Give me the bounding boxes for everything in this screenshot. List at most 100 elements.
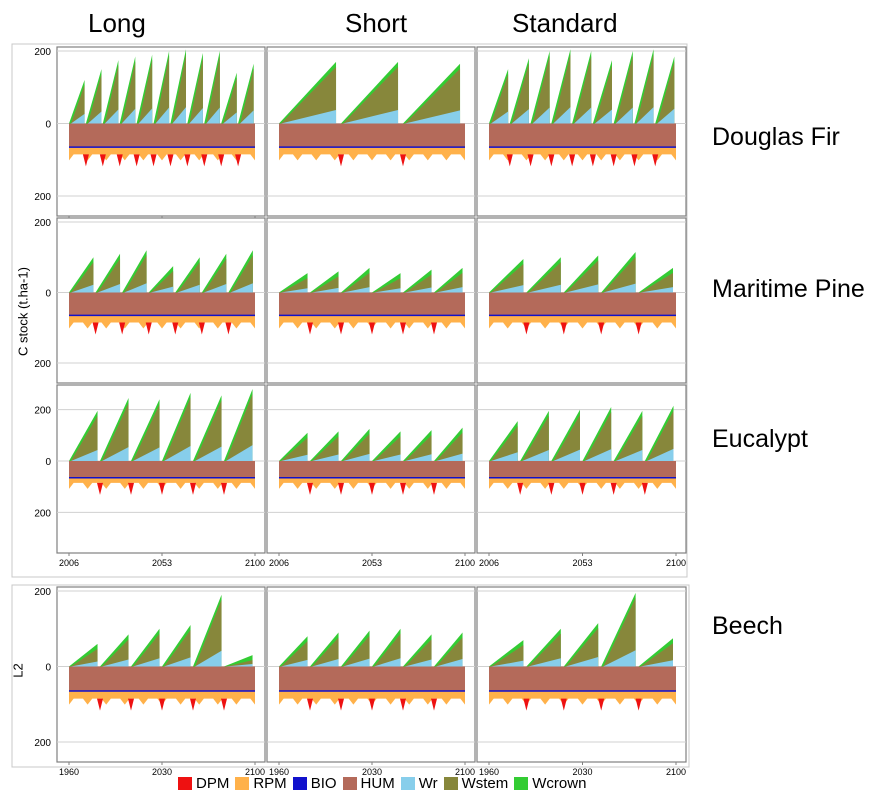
maritime-pine-long-dpm-spike [145, 322, 152, 335]
maritime-pine-long-y-tick-label: 200 [34, 218, 51, 229]
legend-label-hum: HUM [360, 774, 395, 792]
beech-long-y-tick-label: 0 [45, 663, 51, 674]
eucalypt-short-dpm-spike [307, 482, 313, 495]
douglas-fir-long-dpm-spike [184, 154, 191, 167]
douglas-fir-standard-dpm-spike [610, 154, 617, 167]
maritime-pine-standard-wr-area [603, 283, 636, 293]
beech-long-dpm-spike [190, 698, 196, 711]
beech-standard-wstem-area [528, 633, 561, 667]
beech-long-wstem-area [102, 639, 129, 667]
eucalypt-short-wstem-area [343, 433, 370, 461]
beech-standard-hum-area [489, 666, 676, 692]
douglas-fir-long-wstem-area [240, 68, 254, 124]
maritime-pine-long-wr-area [124, 283, 147, 293]
douglas-fir-long-dpm-spike [133, 154, 140, 167]
eucalypt-short-wr-area [374, 454, 401, 461]
legend-item-wr: Wr [400, 775, 438, 792]
eucalypt-long-y-tick-label: 200 [34, 508, 51, 519]
legend-item-dpm: DPM [178, 775, 229, 792]
legend-item-wstem: Wstem [443, 775, 508, 792]
eucalypt-standard-dpm-spike [517, 482, 524, 495]
douglas-fir-standard-hum-area [489, 123, 676, 148]
panel-frame-0 [11, 43, 688, 578]
eucalypt-long-wr-area [195, 446, 222, 461]
eucalypt-long-dpm-spike [128, 482, 134, 495]
beech-long-hum-area [69, 666, 255, 692]
eucalypt-standard-wr-area [522, 449, 549, 461]
row-title-beech: Beech [712, 612, 783, 640]
beech-short-hum-area [279, 666, 465, 692]
douglas-fir-long-wr-area [223, 112, 237, 124]
douglas-fir-long-y-tick-label: 200 [34, 192, 51, 203]
beech-short-wstem-area [436, 637, 463, 667]
douglas-fir-standard-wstem-area [511, 63, 529, 124]
maritime-pine-long-wstem-area [203, 258, 227, 293]
beech-short-x-tick-label: 1960 [269, 767, 289, 777]
douglas-fir-long-wstem-area [138, 59, 153, 124]
douglas-fir-standard-dpm-spike [548, 154, 555, 167]
eucalypt-long-wr-area [71, 449, 98, 461]
eucalypt-short-x-tick-label: 2100 [455, 558, 475, 568]
eucalypt-long-wstem-area [164, 397, 191, 461]
eucalypt-long-dpm-spike [97, 482, 103, 495]
eucalypt-long-dpm-spike [190, 482, 196, 495]
eucalypt-standard-x-tick-label: 2053 [572, 558, 592, 568]
douglas-fir-long-wr-area [104, 109, 119, 124]
beech-short-wstem-area [374, 633, 401, 667]
douglas-fir-short-wstem-area [405, 68, 461, 124]
douglas-fir-standard-dpm-spike [506, 154, 513, 167]
beech-standard-dpm-spike [635, 698, 642, 711]
maritime-pine-short-wstem-area [343, 272, 370, 293]
douglas-fir-long-dpm-spike [99, 154, 106, 167]
beech-short-wr-area [343, 658, 370, 667]
douglas-fir-long-wr-area [189, 107, 203, 124]
douglas-fir-short-dpm-spike [400, 154, 406, 167]
eucalypt-long-wstem-area [102, 403, 129, 461]
eucalypt-short-dpm-spike [400, 482, 406, 495]
maritime-pine-standard-wstem-area [491, 264, 524, 293]
douglas-fir-long-wstem-area [121, 61, 136, 124]
beech-short-wstem-area [312, 637, 339, 667]
beech-long-y-tick-label: 200 [34, 738, 51, 749]
maritime-pine-short-wstem-area [405, 274, 432, 293]
eucalypt-standard-x-tick-label: 2100 [666, 558, 686, 568]
douglas-fir-long-dpm-spike [201, 154, 208, 167]
douglas-fir-standard-wr-area [574, 107, 592, 124]
douglas-fir-long-dpm-spike [82, 154, 89, 167]
eucalypt-long-wstem-area [226, 394, 253, 461]
beech-long-dpm-spike [159, 698, 165, 711]
douglas-fir-standard-wstem-area [532, 56, 550, 124]
douglas-fir-long-y-tick-label: 200 [34, 47, 51, 58]
beech-standard-wr-area [565, 656, 599, 667]
beech-long-wr-area [102, 659, 129, 667]
douglas-fir-long-hum-area [69, 123, 255, 148]
douglas-fir-standard-wstem-area [491, 74, 509, 124]
eucalypt-standard-x-tick-label: 2006 [479, 558, 499, 568]
beech-long-y-tick-label: 200 [34, 587, 51, 598]
eucalypt-short-wr-area [281, 454, 308, 461]
legend-swatch-wcrown [514, 776, 529, 790]
eucalypt-long-dpm-spike [159, 482, 165, 495]
maritime-pine-short-wstem-area [312, 276, 339, 293]
douglas-fir-standard-wstem-area [657, 61, 675, 124]
douglas-fir-long-wstem-area [172, 54, 187, 124]
douglas-fir-long-wr-area [155, 107, 170, 124]
beech-long-x-tick-label: 1960 [59, 767, 79, 777]
douglas-fir-short-wr-area [343, 109, 399, 124]
douglas-fir-long-wr-area [87, 111, 102, 124]
maritime-pine-long-y-tick-label: 200 [34, 359, 51, 370]
eucalypt-standard-dpm-spike [610, 482, 617, 495]
maritime-pine-long-wstem-area [124, 255, 147, 293]
row-title-douglas-fir: Douglas Fir [712, 123, 840, 151]
douglas-fir-standard-wr-area [636, 107, 654, 124]
beech-standard-dpm-spike [598, 698, 605, 711]
legend-swatch-bio [292, 776, 307, 790]
beech-standard-wr-area [491, 660, 524, 667]
beech-long-wr-area [71, 661, 98, 667]
douglas-fir-standard-wstem-area [553, 54, 571, 124]
maritime-pine-long-y-tick-label: 0 [45, 289, 51, 300]
eucalypt-short-wr-area [405, 454, 432, 461]
maritime-pine-long-wstem-area [230, 255, 253, 293]
eucalypt-short-wstem-area [436, 432, 463, 461]
eucalypt-long-wstem-area [71, 415, 98, 461]
